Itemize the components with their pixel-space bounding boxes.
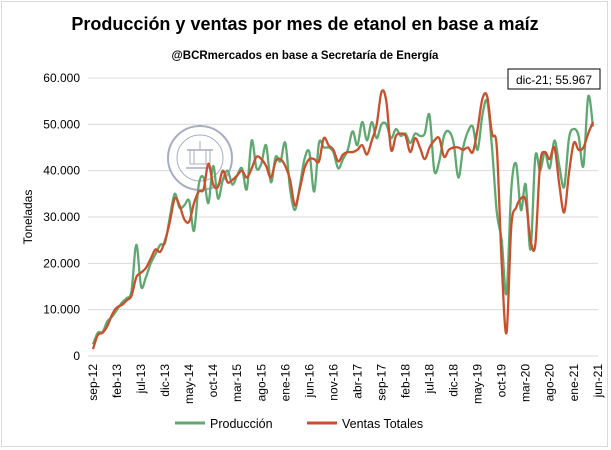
x-tick-label: nov-16 [326,364,340,401]
x-tick-label: jun-16 [302,364,316,399]
y-axis-tick-labels: 0 10.000 20.000 30.000 40.000 50.000 60.000 [43,71,80,363]
y-tick-label: 40.000 [43,164,80,178]
series-line-ventas-totales [91,89,595,350]
x-tick-label: oct-14 [206,364,220,398]
legend-label-ventas-totales: Ventas Totales [342,417,423,431]
x-tick-label: ago-15 [254,364,268,402]
x-tick-label: mar-20 [519,364,533,402]
x-tick-label: mar-15 [230,364,244,402]
series-line-produccion [91,94,595,345]
legend-label-produccion: Producción [210,417,273,431]
x-tick-label: ene-16 [278,364,292,402]
chart-subtitle: @BCRmercados en base a Secretaría de Ene… [172,50,439,62]
x-tick-label: oct-19 [495,364,509,398]
x-tick-label: ene-21 [567,364,581,402]
x-axis-tick-labels: sep-12 feb-13 jul-13 dic-13 may-14 oct-14 mar-… [86,364,605,404]
x-tick-label: jul-18 [423,364,437,395]
x-tick-label: dic-13 [158,364,172,397]
x-tick-label: feb-13 [110,364,124,398]
x-tick-label: jul-13 [134,364,148,395]
y-tick-label: 10.000 [43,303,80,317]
legend: Producción Ventas Totales [175,417,423,431]
x-tick-label: abr-17 [350,364,364,399]
annotation-text: dic-21; 55.967 [516,73,592,87]
chart-title: Producción y ventas por mes de etanol en… [71,14,538,34]
y-tick-label: 20.000 [43,256,80,270]
x-tick-label: ago-20 [543,364,557,402]
x-tick-label: jun-21 [591,364,605,399]
annotation-box [507,68,601,90]
y-tick-label: 0 [73,349,80,363]
x-tick-label: may-19 [471,364,485,404]
y-axis-label: Toneladas [21,190,35,245]
x-tick-label: feb-18 [399,364,413,398]
x-tick-label: dic-18 [447,364,461,397]
series-lines [91,89,595,350]
x-tick-label: may-14 [182,364,196,404]
x-tick-label: sep-12 [86,364,100,401]
x-tick-label: sep-17 [374,364,388,401]
y-tick-label: 50.000 [43,117,80,131]
y-tick-label: 60.000 [43,71,80,85]
y-tick-label: 30.000 [43,210,80,224]
gridlines [88,77,598,357]
annotation-callout: dic-21; 55.967 [507,68,601,90]
